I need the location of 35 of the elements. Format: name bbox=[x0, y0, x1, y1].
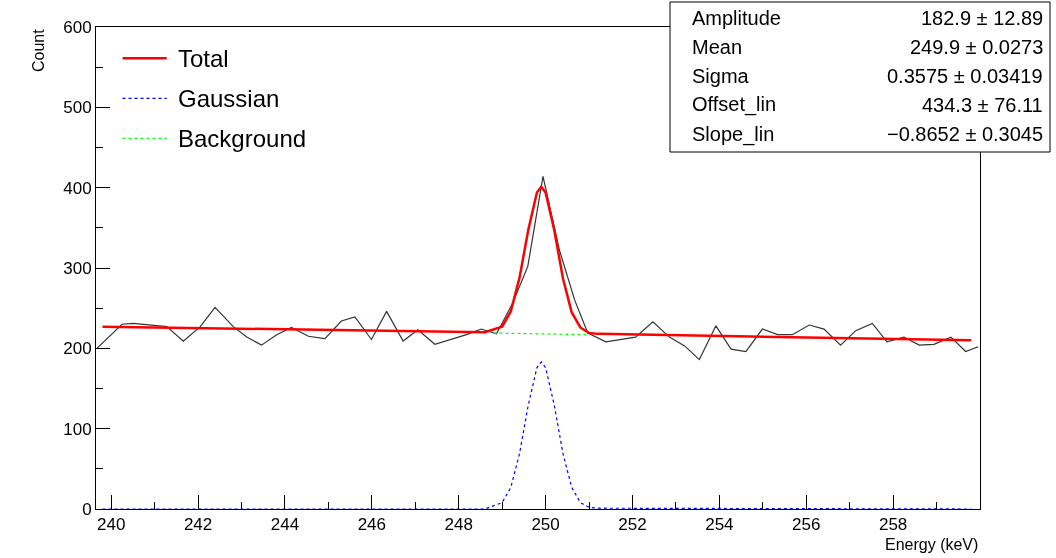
x-tick-label: 256 bbox=[792, 515, 821, 535]
x-tick-label: 246 bbox=[357, 515, 387, 535]
legend-label: Total bbox=[178, 45, 229, 72]
annotation: 249.9 ± 0.0273 bbox=[910, 36, 1044, 58]
line-series bbox=[101, 185, 973, 342]
x-tick-label: 252 bbox=[618, 515, 647, 535]
x-tick-label: 248 bbox=[444, 515, 473, 535]
line-series bbox=[101, 361, 972, 509]
y-tick-label: 500 bbox=[63, 98, 92, 118]
x-tick-label: 258 bbox=[878, 515, 908, 535]
y-axis-title: Count bbox=[30, 28, 48, 73]
y-tick-label: 400 bbox=[63, 178, 92, 198]
x-tick-label: 242 bbox=[183, 515, 213, 535]
y-tick-label: 0 bbox=[82, 499, 92, 519]
x-tick-label: 244 bbox=[270, 515, 300, 535]
line-series bbox=[96, 175, 979, 361]
annotation: 0.3575 ± 0.03419 bbox=[887, 65, 1043, 87]
y-tick-label: 100 bbox=[63, 419, 92, 439]
annotation: Mean bbox=[692, 36, 743, 58]
legend-label: Background bbox=[178, 125, 307, 152]
annotation: 182.9 ± 12.89 bbox=[921, 7, 1044, 29]
x-tick-label: 254 bbox=[705, 515, 734, 535]
x-tick-label: 240 bbox=[97, 515, 126, 535]
annotation: Offset_lin bbox=[692, 93, 777, 116]
x-axis-title: Energy (keV) bbox=[885, 536, 979, 553]
annotation: Amplitude bbox=[692, 7, 781, 29]
annotation: Slope_lin bbox=[692, 123, 775, 146]
annotation: 434.3 ± 76.11 bbox=[922, 94, 1043, 116]
y-tick-label: 200 bbox=[63, 339, 92, 359]
legend-label: Gaussian bbox=[178, 85, 280, 112]
x-tick-label: 250 bbox=[531, 515, 560, 535]
annotation: −0.8652 ± 0.3045 bbox=[887, 123, 1044, 145]
y-tick-label: 600 bbox=[63, 17, 92, 37]
y-tick-label: 300 bbox=[63, 258, 92, 278]
annotation: Sigma bbox=[692, 65, 750, 87]
